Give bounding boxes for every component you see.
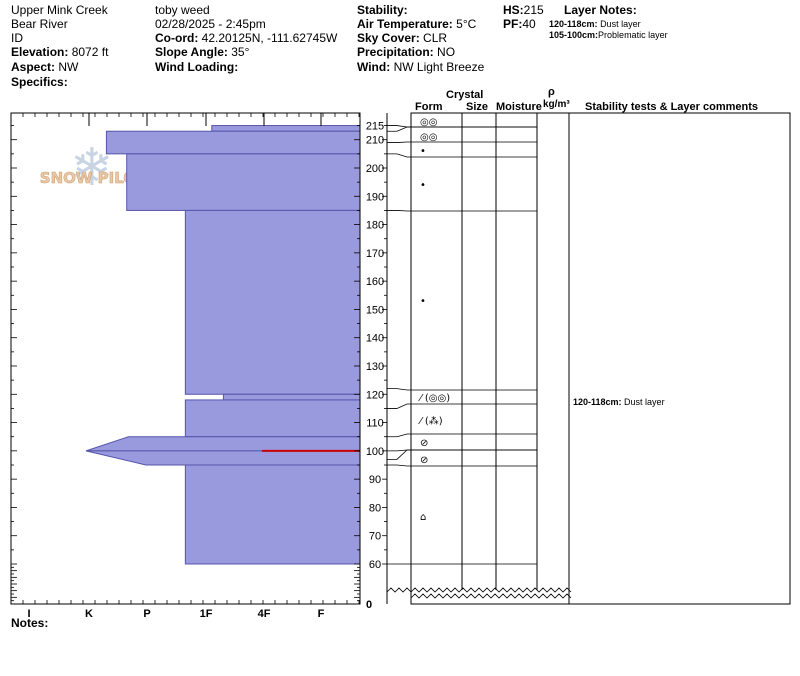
hardness-tick-label: 1F <box>200 608 213 620</box>
hardness-tick-label: P <box>143 608 150 620</box>
hardness-tick-label: I <box>27 608 30 620</box>
zigzag-break <box>410 587 572 593</box>
layer-comment-range: 120-118cm: <box>573 397 624 407</box>
grain-form-symbol: • <box>420 146 426 157</box>
layer-boundary-line <box>387 433 537 438</box>
hardness-bar <box>184 399 361 438</box>
grain-form-symbol: • <box>420 180 426 191</box>
form-header: Form <box>415 101 443 113</box>
zigzag-break <box>410 593 572 599</box>
depth-zero-label: 0 <box>366 599 372 611</box>
hs: HS:215 <box>503 3 544 17</box>
depth-tick-label: 190 <box>366 191 384 203</box>
hardness-bar <box>105 130 361 155</box>
wind: Wind: NW Light Breeze <box>357 60 485 74</box>
hardness-bar <box>85 450 361 466</box>
crystal-header: Crystal <box>446 89 484 101</box>
density-unit-header: kg/m³ <box>543 99 570 110</box>
depth-tick-label: 90 <box>369 474 381 486</box>
depth-tick-label: 130 <box>366 361 384 373</box>
depth-tick-label: 110 <box>366 418 384 430</box>
pf: PF:40 <box>503 17 536 31</box>
notes-label: Notes: <box>11 616 49 630</box>
layer-boundary-line <box>387 153 537 158</box>
precipitation: Precipitation: NO <box>357 45 456 59</box>
layer-boundary-line <box>387 403 537 409</box>
depth-tick-label: 70 <box>369 531 381 543</box>
depth-tick-label: 120 <box>366 389 384 401</box>
grain-form-symbol: ⌂ <box>420 512 426 523</box>
moisture-header: Moisture <box>496 101 542 113</box>
layer-comment: 120-118cm: Dust layer <box>573 397 665 407</box>
snowpilot-watermark: ❄ SNOW PILOT <box>39 138 147 198</box>
hardness-tick-label: 4F <box>258 608 271 620</box>
depth-tick-label: 100 <box>366 446 384 458</box>
grain-form-symbol: ⁄ (◎◎) <box>418 393 450 404</box>
zigzag-break <box>386 587 412 593</box>
air-temperature: Air Temperature: 5°C <box>357 17 477 31</box>
size-header: Size <box>466 101 489 113</box>
depth-tick-label: 180 <box>366 220 384 232</box>
depth-tick-label: 140 <box>366 333 384 345</box>
sky-cover: Sky Cover: CLR <box>357 31 448 45</box>
layer-boundary-line <box>387 126 537 132</box>
plot-frame <box>10 112 361 605</box>
layer-note-2: 105-100cm:Problematic layer <box>549 30 668 40</box>
grain-form-symbol: ◎◎ <box>420 117 437 128</box>
wind-loading: Wind Loading: <box>155 60 239 74</box>
hardness-bar <box>126 153 361 211</box>
depth-tick-label: 200 <box>366 163 384 175</box>
id-label: ID <box>11 31 23 45</box>
layer-boundary-line <box>387 449 537 460</box>
layer-boundary-line <box>387 210 537 212</box>
coordinates: Co-ord: 42.20125N, -111.62745W <box>155 31 338 45</box>
layer-boundary-line <box>387 388 537 391</box>
datetime: 02/28/2025 - 2:45pm <box>155 17 266 31</box>
depth-tick-label: 215 <box>366 121 384 133</box>
hardness-bar <box>184 209 361 395</box>
observer: toby weed <box>155 3 210 17</box>
layer-comment-text: Dust layer <box>624 397 665 407</box>
range: Bear River <box>11 17 68 31</box>
depth-tick-label: 80 <box>369 502 381 514</box>
slope-angle: Slope Angle: 35° <box>155 45 250 59</box>
depth-tick-label: 160 <box>366 276 384 288</box>
hardness-tick-label: K <box>85 608 93 620</box>
layer-note-1: 120-118cm: Dust layer <box>549 19 641 29</box>
hardness-bar <box>85 436 361 452</box>
location: Upper Mink Creek <box>11 3 108 17</box>
layer-notes-label: Layer Notes: <box>564 3 637 17</box>
watermark-text: SNOW PILOT <box>40 169 147 187</box>
comments-header: Stability tests & Layer comments <box>585 101 759 113</box>
depth-tick-label: 170 <box>366 248 384 260</box>
hardness-bar <box>211 125 361 132</box>
grain-form-symbol: ◎◎ <box>420 132 437 143</box>
layer-boundary-line <box>387 141 537 143</box>
elevation: Elevation: 8072 ft <box>11 45 109 59</box>
stability: Stability: <box>357 3 408 17</box>
grain-form-symbol: ⊘ <box>420 455 428 466</box>
layer-boundary-line <box>387 464 537 467</box>
depth-tick-label: 150 <box>366 304 384 316</box>
depth-tick-label: 210 <box>366 135 384 147</box>
aspect: Aspect: NW <box>11 60 79 74</box>
specifics: Specifics: <box>11 75 68 89</box>
depth-tick-label: 60 <box>369 559 381 571</box>
hardness-tick-label: F <box>318 608 325 620</box>
hardness-bar <box>184 464 361 565</box>
rho-header: ρ <box>548 86 555 98</box>
grain-form-symbol: ⁄ (⁂) <box>418 415 443 427</box>
grain-form-symbol: • <box>420 296 426 307</box>
hardness-bar <box>222 393 361 401</box>
grain-form-symbol: ⊘ <box>420 438 428 449</box>
layer-table-frame <box>410 112 791 605</box>
